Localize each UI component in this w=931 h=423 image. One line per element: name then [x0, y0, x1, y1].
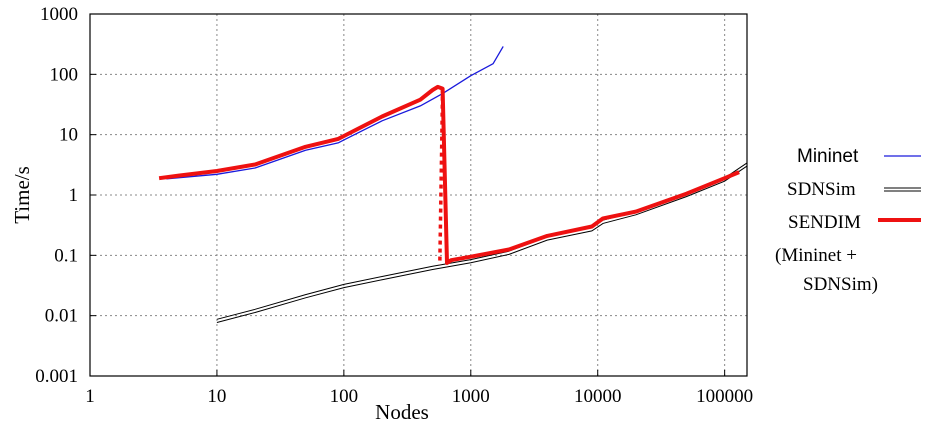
y-tick-label: 0.001 — [35, 366, 78, 387]
legend-label-mininet: Mininet — [797, 146, 859, 167]
series-line-mininet — [166, 46, 504, 180]
legend-label-sdnsim: SDNSim — [787, 179, 856, 200]
legend-label-sendim-line3: SDNSim) — [803, 274, 878, 295]
x-tick-label: 1 — [85, 386, 95, 407]
x-tick-label: 100000 — [696, 386, 753, 407]
y-tick-label: 0.01 — [45, 306, 78, 327]
y-tick-label: 10 — [59, 125, 78, 146]
x-tick-label: 10000 — [574, 386, 622, 407]
y-tick-label: 100 — [50, 64, 79, 85]
legend-label-sendim-line2: (Mininet + — [775, 245, 857, 266]
series-line-sendim-dotted-drop — [438, 88, 445, 265]
y-tick-label: 1000 — [40, 4, 78, 25]
x-tick-label: 100 — [330, 386, 359, 407]
legend: Mininet SDNSim SENDIM (Mininet + SDNSim) — [775, 146, 921, 295]
x-tick-label: 10 — [207, 386, 226, 407]
y-tick-label: 1 — [69, 185, 79, 206]
series-layer — [158, 46, 748, 323]
plot-frame — [89, 13, 748, 377]
grid — [90, 14, 747, 376]
y-tick-label: 0.1 — [54, 245, 78, 266]
x-axis-label: Nodes — [375, 400, 429, 423]
legend-label-sendim: SENDIM — [788, 212, 861, 233]
series-line-sendim — [158, 84, 740, 265]
series-line-sdnsim-a — [216, 162, 748, 320]
y-axis-label: Time/s — [10, 166, 34, 224]
x-tick-label: 1000 — [452, 386, 490, 407]
tick-labels: 1 10 100 1000 10000 100000 0.001 0.01 0.1 1 10 100 1… — [35, 4, 753, 407]
series-line-sdnsim-b — [216, 165, 748, 323]
